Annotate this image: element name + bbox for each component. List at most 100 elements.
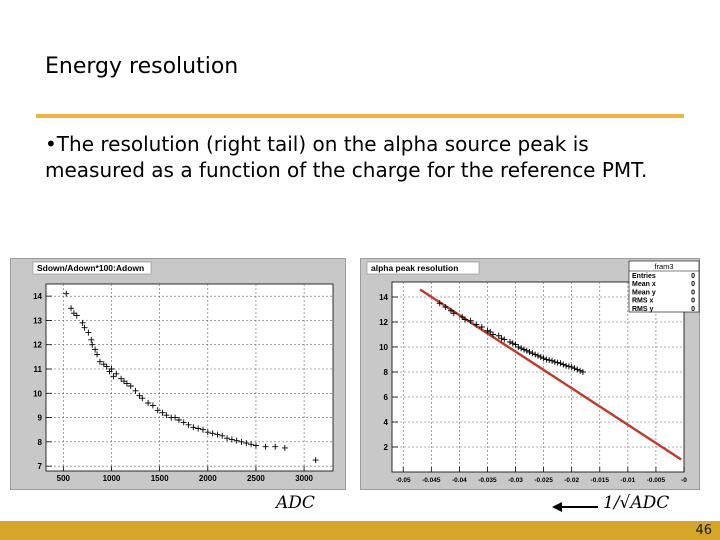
data-point xyxy=(113,370,120,377)
data-point xyxy=(79,319,86,326)
y-tick-label: 12 xyxy=(379,318,388,327)
y-tick-label: 4 xyxy=(384,418,389,427)
data-point xyxy=(195,425,202,432)
data-point xyxy=(551,359,558,365)
data-point xyxy=(94,351,101,358)
data-point xyxy=(108,366,115,372)
data-point xyxy=(233,437,240,444)
data-point xyxy=(272,443,279,450)
y-tick-label: 12 xyxy=(33,341,42,350)
y-tick-label: 14 xyxy=(33,292,42,301)
chart-title: alpha peak resolution xyxy=(371,263,458,273)
y-tick-label: 6 xyxy=(384,393,389,402)
data-point xyxy=(478,324,485,330)
data-point xyxy=(228,436,235,443)
data-point xyxy=(518,345,525,352)
data-point xyxy=(132,387,139,394)
data-point xyxy=(512,341,519,348)
data-point xyxy=(243,440,250,447)
x-tick-label: -0.01 xyxy=(620,477,635,484)
y-tick-label: 9 xyxy=(38,414,43,423)
data-point xyxy=(577,367,584,374)
x-axis-label-left: ADC xyxy=(276,493,315,513)
fit-line xyxy=(419,288,682,461)
data-point xyxy=(459,314,466,320)
data-point xyxy=(560,361,567,368)
x-tick-label: -0.04 xyxy=(452,477,467,484)
y-tick-label: 11 xyxy=(34,365,43,374)
data-point xyxy=(163,412,170,419)
x-tick-label: 500 xyxy=(57,474,71,483)
y-tick-label: 14 xyxy=(379,293,388,302)
data-point xyxy=(81,324,88,331)
data-point xyxy=(89,341,96,348)
title-divider xyxy=(36,114,684,118)
data-point xyxy=(549,357,556,364)
data-point xyxy=(523,347,530,354)
stats-row-label: Mean y xyxy=(632,289,656,296)
y-tick-label: 8 xyxy=(384,368,389,377)
stats-row-label: RMS y xyxy=(632,306,654,313)
slide-title: Energy resolution xyxy=(45,54,239,79)
data-point xyxy=(574,366,581,373)
data-point xyxy=(88,336,95,343)
x-tick-label: -0.015 xyxy=(591,477,610,484)
x-tick-label: -0.03 xyxy=(508,477,523,484)
stats-row-label: Entries xyxy=(632,273,656,280)
chart-title-box xyxy=(32,261,152,275)
data-point xyxy=(199,426,206,433)
data-point xyxy=(498,335,505,342)
footer-bar xyxy=(0,521,720,540)
data-point xyxy=(68,305,75,312)
x-tick-label: -0.05 xyxy=(396,477,411,484)
data-point xyxy=(557,360,564,367)
data-point xyxy=(262,443,269,450)
data-point xyxy=(526,349,533,355)
data-point xyxy=(529,350,536,357)
data-point xyxy=(204,429,211,436)
x-tick-label: -0 xyxy=(681,477,687,484)
x-tick-label: -0.025 xyxy=(534,477,553,484)
resolution-vs-adc-chart: Sdown/Adown*100:Adown 500 1000 1500 2000 2500… xyxy=(32,261,334,483)
data-point xyxy=(149,402,156,409)
data-point xyxy=(436,300,443,307)
x-tick-label: -0.005 xyxy=(647,477,666,484)
data-point xyxy=(185,421,192,428)
data-point xyxy=(175,417,182,423)
data-point xyxy=(73,312,80,319)
data-point xyxy=(92,346,99,353)
data-point xyxy=(509,340,516,347)
data-point xyxy=(495,332,502,339)
y-tick-label: 7 xyxy=(38,462,43,471)
stats-row-label: RMS x xyxy=(632,298,654,305)
data-point xyxy=(172,414,179,421)
y-tick-label: 2 xyxy=(384,443,389,452)
stats-row-value: 0 xyxy=(691,281,695,288)
data-point xyxy=(537,354,544,360)
data-point xyxy=(565,363,572,370)
page-number: 46 xyxy=(695,523,712,538)
x-tick-label: 2500 xyxy=(247,474,265,483)
data-point xyxy=(535,352,541,359)
x-tick-label: 1500 xyxy=(151,474,169,483)
stats-row-label: Mean x xyxy=(632,281,656,288)
data-point xyxy=(462,316,468,323)
data-point xyxy=(214,431,221,438)
bullet-text: •The resolution (right tail) on the alph… xyxy=(45,132,648,182)
y-tick-label: 10 xyxy=(33,389,42,398)
x-tick-label: -0.045 xyxy=(422,477,441,484)
x-tick-label: 1000 xyxy=(103,474,121,483)
data-point xyxy=(63,290,70,297)
stats-row-value: 0 xyxy=(691,298,695,305)
stats-box-title: fram3 xyxy=(654,262,673,271)
data-point xyxy=(568,364,575,370)
data-point xyxy=(506,339,513,345)
data-point xyxy=(579,369,586,375)
x-tick-label: -0.035 xyxy=(478,477,497,484)
data-point xyxy=(442,304,449,310)
data-point xyxy=(209,430,216,437)
data-point xyxy=(180,419,187,426)
chart-panel-left: Sdown/Adown*100:Adown 500 1000 1500 2000 2500… xyxy=(10,258,346,490)
data-point xyxy=(487,329,494,335)
chart-title-box xyxy=(366,261,480,275)
